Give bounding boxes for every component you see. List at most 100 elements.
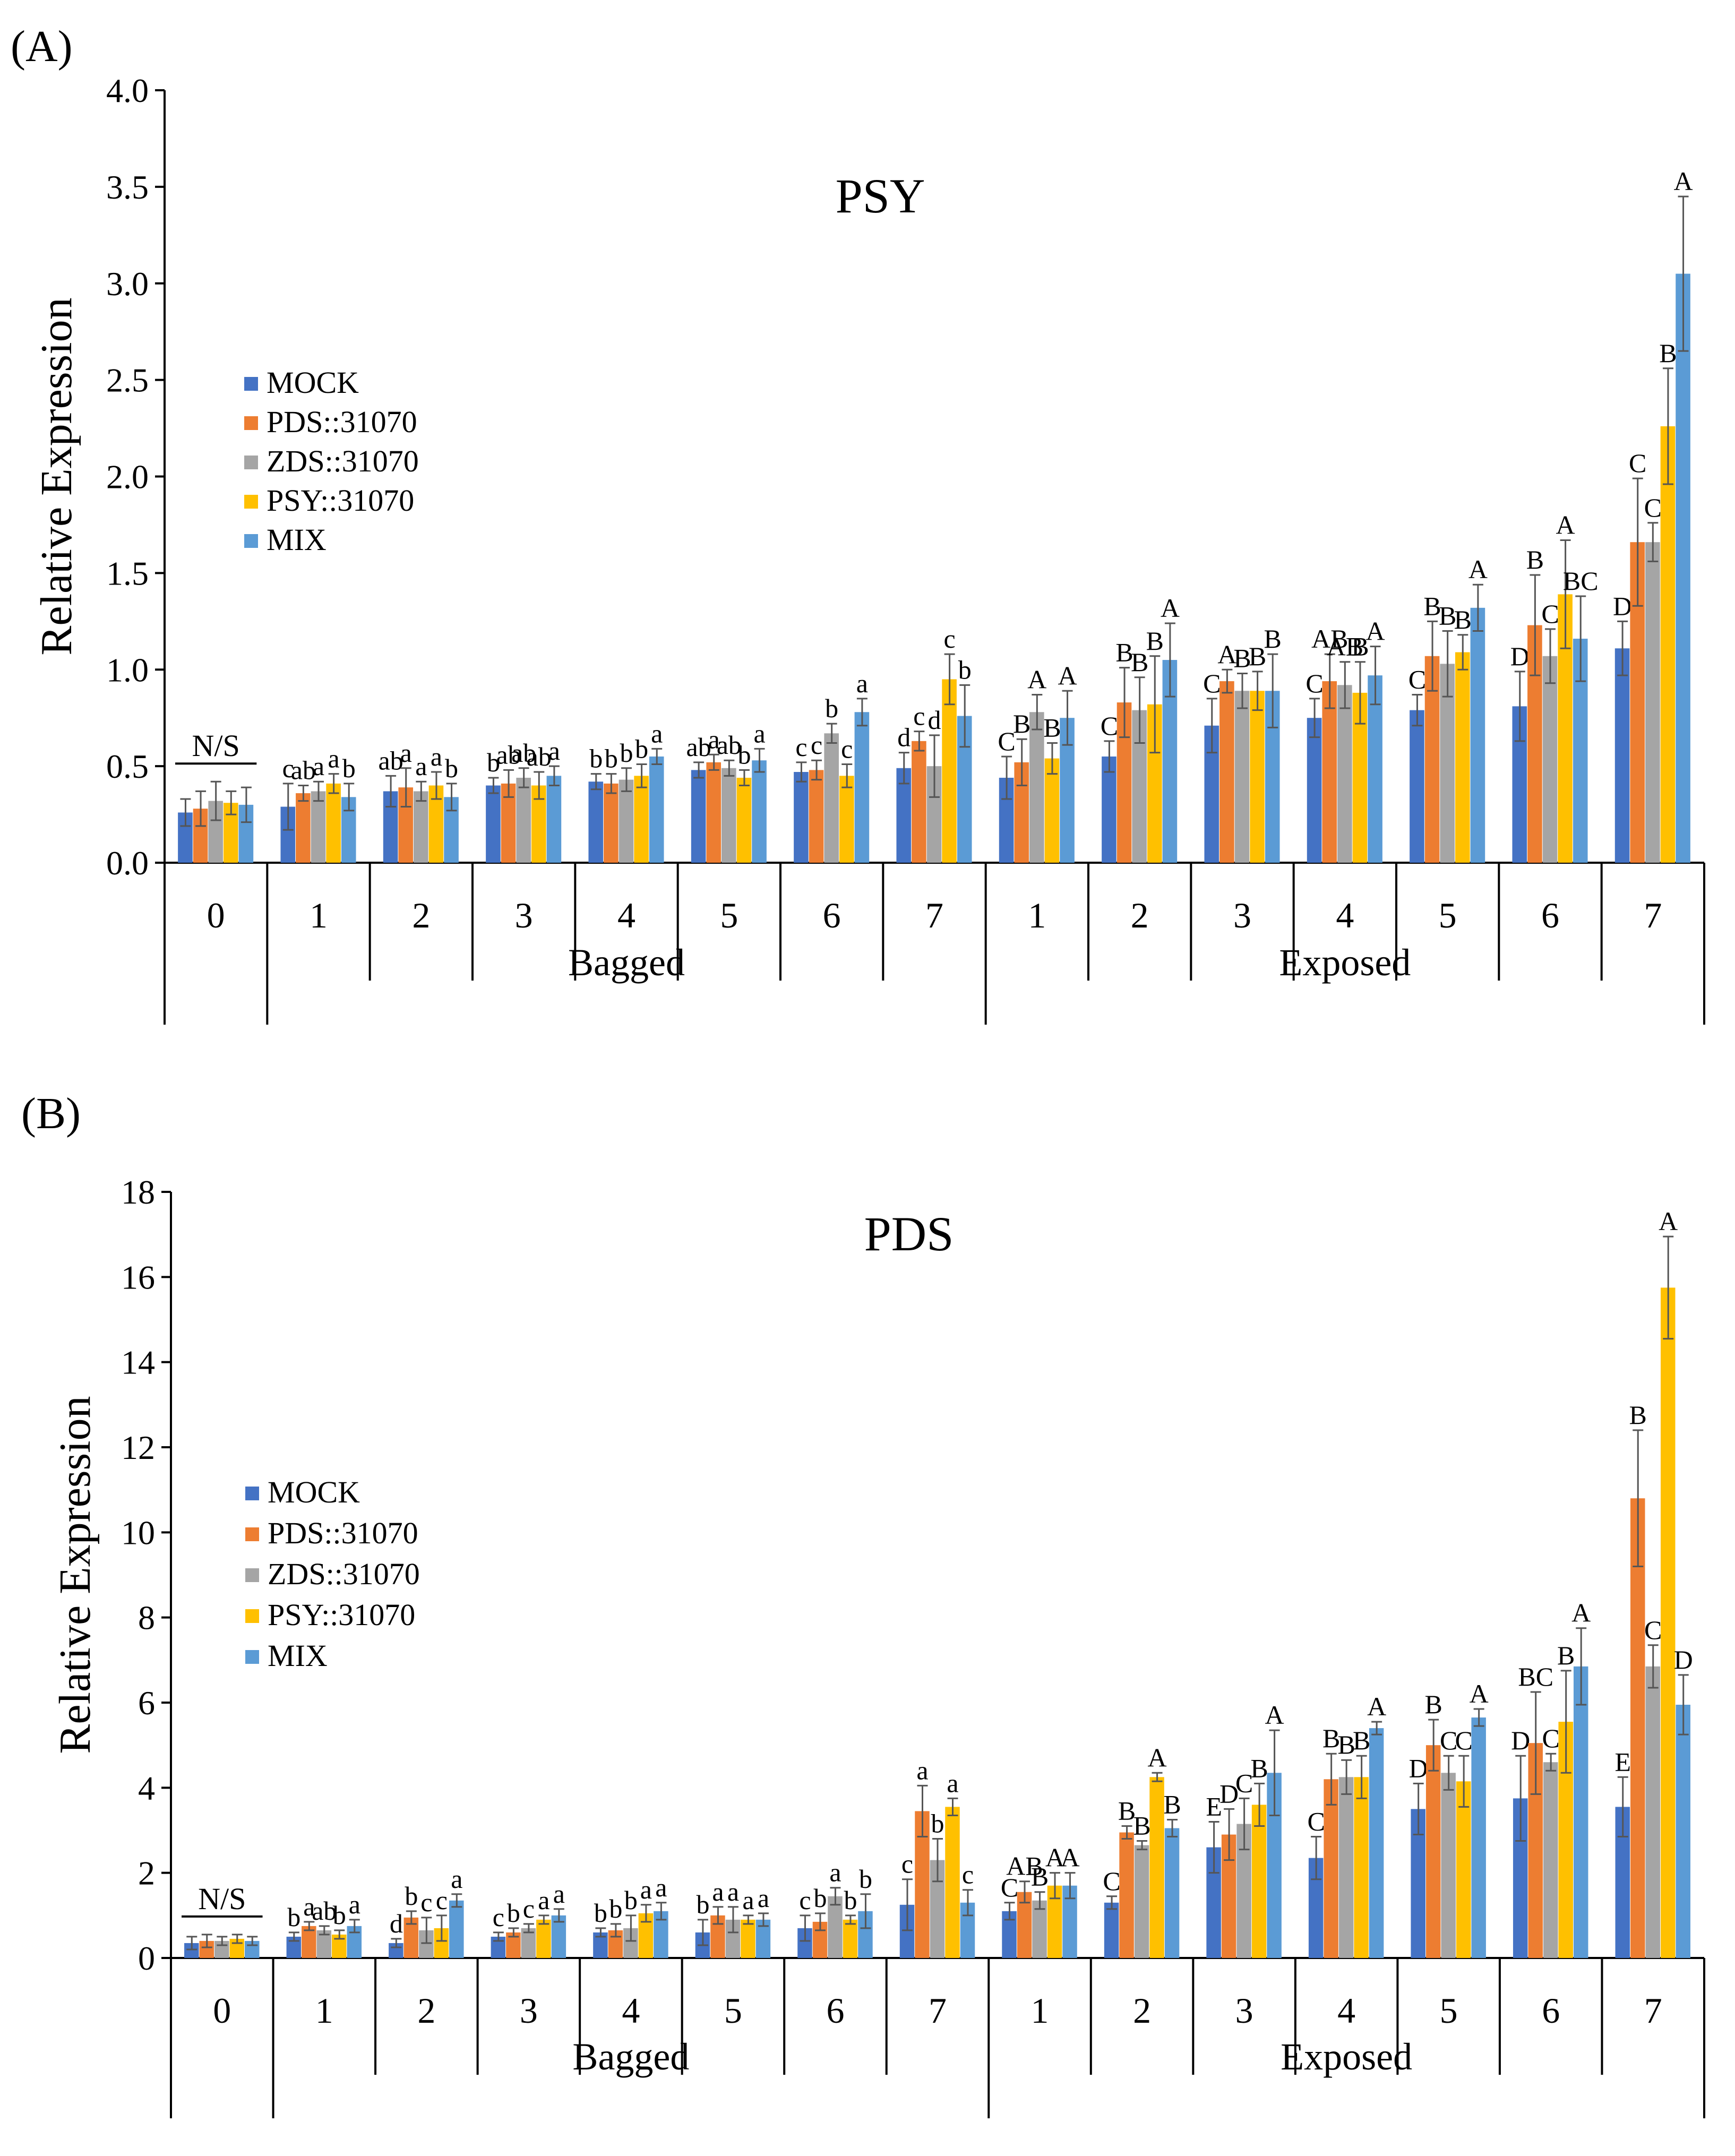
significance-letter: a <box>553 1879 565 1909</box>
significance-letter: E <box>1206 1791 1222 1821</box>
significance-letter: c <box>795 732 807 762</box>
significance-letter: b <box>620 738 633 768</box>
significance-letter: B <box>1131 647 1148 677</box>
x-tick-label: 7 <box>1644 1990 1662 2031</box>
significance-letter: C <box>1001 1872 1018 1902</box>
y-tick-label: 2.5 <box>106 362 149 399</box>
x-tick-label: 3 <box>515 895 533 935</box>
bar <box>1368 675 1382 863</box>
x-tick-label: 4 <box>1337 1990 1355 2031</box>
bar <box>1410 710 1424 863</box>
significance-letter: C <box>1629 448 1646 478</box>
significance-letter: AB <box>1327 632 1363 662</box>
significance-letter: A <box>1161 593 1180 623</box>
x-tick-label: 4 <box>1336 895 1354 935</box>
bar <box>1441 1773 1456 1958</box>
bar <box>1250 691 1265 863</box>
significance-letter: c <box>523 1894 535 1923</box>
significance-letter: B <box>1043 712 1061 742</box>
bar <box>1630 1498 1645 1958</box>
bar <box>1455 652 1470 863</box>
bar <box>414 791 428 863</box>
x-tick-label: 4 <box>617 895 635 935</box>
x-tick-label: 1 <box>315 1990 333 2031</box>
bar <box>1104 1902 1119 1958</box>
x-tick-label: 1 <box>1031 1990 1049 2031</box>
significance-letter: A <box>1571 1598 1591 1628</box>
y-tick-label: 3.5 <box>106 168 149 206</box>
significance-letter: a <box>451 1864 462 1894</box>
significance-letter: ab <box>379 745 403 775</box>
x-tick-label: 7 <box>929 1990 947 2031</box>
x-tick-label: 3 <box>520 1990 538 2031</box>
y-tick-label: 12 <box>121 1429 155 1466</box>
significance-letter: c <box>913 701 925 731</box>
legend-label: ZDS::31070 <box>268 1557 420 1591</box>
significance-letter: C <box>1542 1723 1560 1753</box>
bar <box>854 712 870 863</box>
bar <box>1543 1762 1558 1958</box>
bar <box>516 777 531 863</box>
significance-letter: A <box>1659 1206 1678 1236</box>
significance-letter: C <box>1101 711 1118 741</box>
y-axis-label: Relative Expression <box>50 1396 100 1754</box>
significance-letter: C <box>1644 493 1662 522</box>
significance-letter: ab <box>686 732 711 762</box>
panel-label: (A) <box>11 22 73 71</box>
y-tick-label: 2 <box>138 1854 155 1892</box>
significance-letter: a <box>303 1892 315 1921</box>
chart-title: PDS <box>864 1207 954 1261</box>
significance-letter: C <box>1203 668 1221 698</box>
legend-swatch <box>245 1609 259 1623</box>
x-tick-label: 2 <box>417 1990 435 2031</box>
significance-letter: a <box>758 1883 769 1913</box>
significance-letter: a <box>538 1885 549 1915</box>
significance-letter: B <box>1233 643 1251 673</box>
significance-letter: C <box>1644 1615 1662 1645</box>
significance-letter: C <box>1305 668 1323 698</box>
significance-letter: D <box>1511 1725 1530 1755</box>
significance-letter: a <box>916 1755 928 1785</box>
y-tick-label: 4.0 <box>106 72 149 109</box>
significance-letter: A <box>1556 510 1575 540</box>
significance-letter: A <box>1468 554 1488 584</box>
bar <box>536 1919 551 1958</box>
x-tick-label: 4 <box>622 1990 640 2031</box>
bar <box>1337 685 1352 863</box>
significance-letter: B <box>1133 1811 1150 1841</box>
bar <box>486 785 501 863</box>
significance-letter: a <box>548 736 560 766</box>
significance-letter: b <box>605 744 618 774</box>
bar <box>1645 542 1660 863</box>
bar <box>1456 1781 1471 1958</box>
legend-label: MOCK <box>267 365 359 400</box>
bar <box>736 777 752 863</box>
bar <box>1307 718 1322 863</box>
y-tick-label: 1.0 <box>106 651 149 689</box>
y-tick-label: 16 <box>121 1258 155 1296</box>
significance-letter: D <box>1219 1779 1239 1808</box>
x-tick-label: 6 <box>826 1990 844 2031</box>
significance-letter: C <box>1235 1768 1253 1798</box>
bar <box>1322 681 1337 863</box>
bar <box>1324 1779 1338 1958</box>
significance-letter: A <box>1027 665 1046 694</box>
bar <box>634 776 649 863</box>
significance-letter: b <box>405 1881 418 1911</box>
panel-label: (B) <box>21 1089 81 1138</box>
legend-label: PDS::31070 <box>268 1516 418 1550</box>
significance-letter: a <box>431 742 442 771</box>
legend-swatch <box>245 1650 259 1664</box>
bar <box>1471 1717 1486 1958</box>
group-label-bagged: Bagged <box>568 941 685 984</box>
significance-letter: B <box>1146 626 1164 656</box>
x-tick-label: 5 <box>720 895 738 935</box>
y-tick-label: 3.0 <box>106 265 149 303</box>
y-tick-label: 18 <box>121 1173 155 1211</box>
x-tick-label: 6 <box>1541 895 1559 935</box>
x-tick-label: 2 <box>1133 1990 1151 2031</box>
significance-letter: C <box>1440 1725 1457 1755</box>
bar <box>824 733 839 863</box>
